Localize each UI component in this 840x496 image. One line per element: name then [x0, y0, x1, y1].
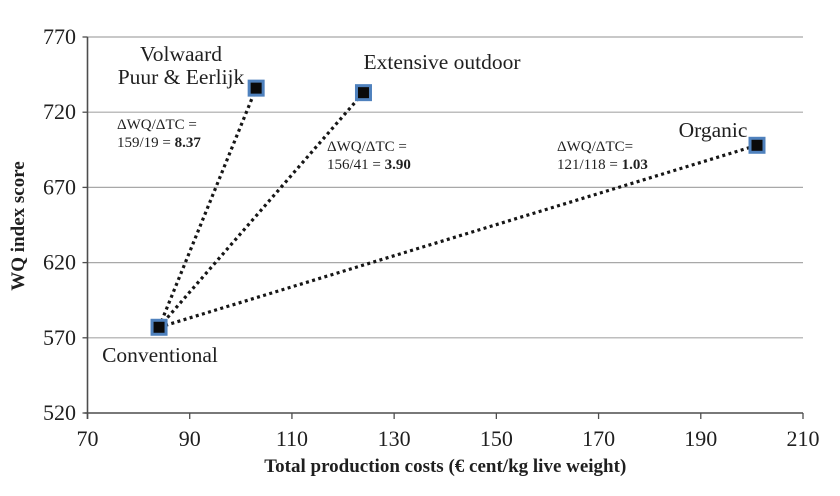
point-label-organic: Organic — [679, 118, 748, 142]
data-point-organic — [748, 136, 766, 154]
annotation-organic-slope-line2: 121/118 = 1.03 — [557, 157, 648, 173]
x-tick-label-170: 170 — [582, 426, 615, 451]
x-tick-label-150: 150 — [480, 426, 513, 451]
x-tick-label-70: 70 — [77, 426, 99, 451]
data-point-volwaard — [247, 79, 265, 97]
y-tick-label-720: 720 — [43, 99, 76, 124]
x-tick-label-210: 210 — [787, 426, 820, 451]
y-tick-label-670: 670 — [43, 174, 76, 199]
point-label-conventional: Conventional — [102, 343, 218, 367]
point-label-extensive: Extensive outdoor — [363, 50, 520, 74]
data-point-extensive — [354, 84, 372, 102]
x-tick-label-190: 190 — [684, 426, 717, 451]
x-tick-label-90: 90 — [179, 426, 201, 451]
y-tick-label-520: 520 — [43, 400, 76, 425]
dotted-line-conventional-to-extensive — [157, 91, 365, 329]
dotted-line-conventional-to-volwaard — [157, 87, 258, 328]
annotation-volwaard-slope-line2: 159/19 = 8.37 — [117, 135, 201, 151]
annotation-organic-slope-line1: ΔWQ/ΔTC= — [557, 139, 633, 155]
y-tick-label-570: 570 — [43, 325, 76, 350]
y-tick-label-770: 770 — [43, 24, 76, 49]
x-tick-label-130: 130 — [378, 426, 411, 451]
point-label-volwaard-line1: Volwaard — [140, 42, 222, 66]
y-tick-label-620: 620 — [43, 250, 76, 275]
annotation-extensive-slope-line2: 156/41 = 3.90 — [327, 157, 411, 173]
x-tick-label-110: 110 — [276, 426, 308, 451]
annotation-extensive-slope-line1: ΔWQ/ΔTC = — [327, 139, 407, 155]
annotation-volwaard-slope-line1: ΔWQ/ΔTC = — [117, 117, 197, 133]
data-point-conventional — [150, 318, 168, 336]
x-axis-title: Total production costs (€ cent/kg live w… — [264, 456, 626, 477]
y-axis-title: WQ index score — [8, 161, 29, 290]
dotted-line-conventional-to-organic — [158, 143, 758, 329]
point-label-volwaard-line2: Puur & Eerlijk — [118, 65, 245, 89]
